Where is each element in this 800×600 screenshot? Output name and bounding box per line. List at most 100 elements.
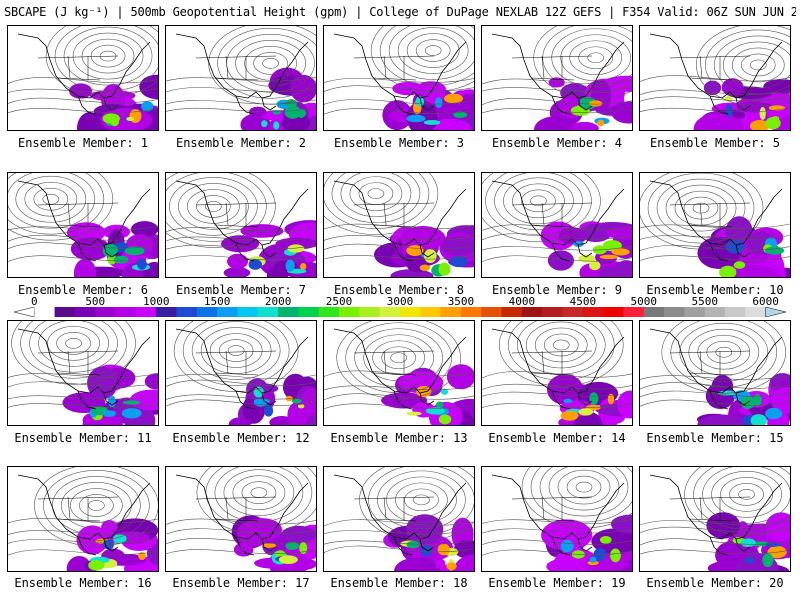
- cape-core-shading: [423, 120, 441, 125]
- colorbar-swatch: [623, 307, 645, 317]
- height-contour: [196, 195, 231, 218]
- cape-core-shading: [587, 560, 599, 566]
- cape-shading: [70, 237, 111, 261]
- height-contour: [543, 333, 579, 357]
- coastline: [649, 474, 783, 556]
- height-contour: [324, 173, 430, 229]
- height-contour: [640, 549, 790, 555]
- cape-core-shading: [121, 408, 142, 419]
- height-contour: [8, 242, 158, 249]
- cape-shading: [144, 373, 158, 390]
- height-contour: [166, 76, 316, 82]
- ensemble-map-panel: [639, 25, 791, 131]
- height-contour: [395, 482, 448, 518]
- height-contour: [166, 549, 316, 555]
- height-contour: [324, 254, 474, 260]
- political-borders: [511, 350, 593, 376]
- height-contour: [530, 467, 632, 523]
- ensemble-map-panel: [481, 172, 633, 278]
- height-contour: [8, 530, 158, 535]
- colorbar-tick-label: 5000: [630, 295, 658, 308]
- cape-shading: [453, 554, 474, 571]
- height-contour: [324, 108, 474, 115]
- height-contour: [187, 189, 240, 224]
- height-contour: [482, 391, 632, 397]
- map-field: [324, 26, 474, 130]
- map-field: [324, 467, 474, 571]
- height-contour: [345, 322, 452, 394]
- cape-shading: [548, 77, 565, 88]
- cape-shading: [281, 525, 316, 544]
- colorbar-swatch: [460, 307, 482, 317]
- height-contour: [324, 243, 474, 250]
- ensemble-map-panel: [639, 172, 791, 278]
- height-contour: [79, 494, 114, 517]
- height-contour: [482, 539, 632, 545]
- height-contour: [8, 373, 158, 378]
- height-contour: [740, 53, 776, 77]
- colorbar-tick-label: 1500: [203, 295, 231, 308]
- colorbar-swatch: [725, 307, 746, 317]
- cape-core-shading: [449, 256, 468, 268]
- height-contour: [715, 346, 733, 358]
- political-borders: [669, 496, 751, 522]
- height-contour: [521, 467, 632, 529]
- height-contour: [166, 379, 316, 387]
- cape-shading: [611, 260, 632, 277]
- cape-core-shading: [444, 93, 464, 104]
- height-contour: [587, 52, 605, 64]
- height-contour: [81, 38, 135, 74]
- height-contour: [34, 467, 158, 547]
- political-borders: [195, 496, 277, 522]
- height-contour: [331, 173, 421, 223]
- coastline: [649, 33, 783, 115]
- coastline: [17, 33, 151, 115]
- cape-core-shading: [589, 556, 597, 563]
- height-contour: [482, 255, 632, 263]
- height-contour: [640, 223, 790, 229]
- cape-core-shading: [285, 541, 299, 551]
- cape-core-shading: [141, 101, 154, 112]
- height-contour: [8, 381, 158, 388]
- cape-shading: [579, 224, 612, 243]
- height-contour: [557, 469, 611, 505]
- height-contour: [370, 26, 474, 92]
- map-field: [8, 26, 158, 130]
- map-field: [8, 173, 158, 277]
- cape-core-shading: [719, 265, 737, 277]
- height-contour: [324, 403, 474, 410]
- height-contour: [8, 97, 158, 104]
- height-contour: [578, 46, 614, 70]
- cape-core-shading: [771, 116, 780, 121]
- cape-shading: [406, 514, 444, 545]
- cape-core-shading: [102, 243, 119, 258]
- height-contour: [372, 340, 425, 376]
- cape-core-shading: [287, 244, 305, 253]
- political-borders: [511, 55, 593, 81]
- panel-label: Ensemble Member: 20: [646, 576, 784, 590]
- cape-core-shading: [733, 261, 746, 269]
- cape-core-shading: [263, 404, 274, 417]
- height-contour: [166, 255, 316, 261]
- cape-core-shading: [440, 388, 449, 395]
- height-contour: [42, 193, 60, 205]
- cape-shading: [446, 364, 474, 390]
- height-contour: [482, 528, 632, 534]
- cape-shading: [228, 417, 251, 425]
- height-contour: [482, 173, 601, 243]
- cape-shading: [76, 525, 109, 555]
- colorbar-tick-label: 1000: [142, 295, 170, 308]
- cape-core-shading: [113, 533, 127, 544]
- cape-shading: [249, 106, 267, 118]
- ensemble-map-panel: [165, 25, 317, 131]
- colorbar-swatch: [440, 307, 462, 317]
- cape-core-shading: [102, 410, 117, 417]
- ensemble-map-panel: [165, 172, 317, 278]
- map-field: [166, 26, 316, 130]
- height-contour: [8, 77, 158, 84]
- height-contour: [61, 482, 132, 529]
- height-contour: [530, 195, 547, 207]
- cape-shading: [697, 414, 748, 425]
- height-contour: [349, 176, 403, 211]
- panel-label: Ensemble Member: 4: [491, 136, 623, 150]
